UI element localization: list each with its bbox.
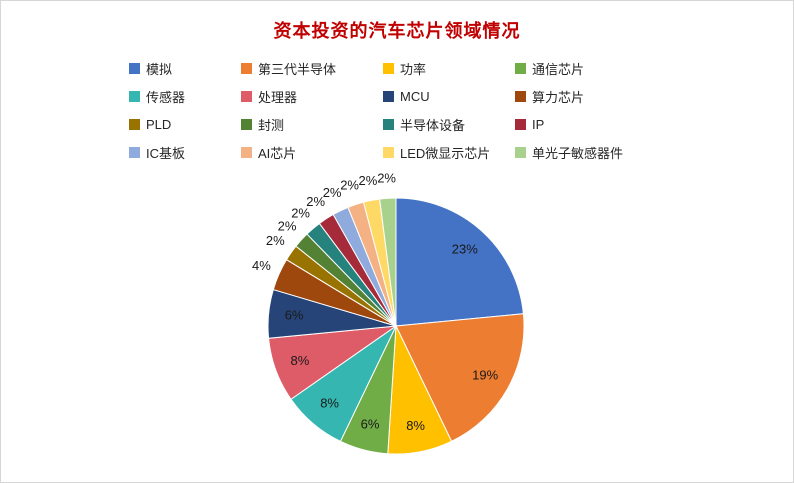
legend-item-5[interactable]: 传感器	[129, 87, 241, 106]
legend-label: 算力芯片	[532, 90, 585, 105]
pie-slice-2[interactable]	[395, 313, 525, 442]
legend-swatch	[129, 147, 140, 158]
legend-label: 半导体设备	[400, 118, 466, 133]
legend-label: 功率	[400, 62, 427, 77]
legend-item-2[interactable]: 第三代半导体	[241, 59, 383, 78]
slice-label-11: 2%	[291, 205, 310, 220]
legend-swatch	[383, 119, 394, 130]
legend-item-8[interactable]: 算力芯片	[515, 87, 665, 106]
legend-item-9[interactable]: PLD	[129, 115, 241, 134]
legend-label: MCU	[400, 89, 430, 104]
slice-label-15: 2%	[359, 173, 378, 188]
legend-swatch	[129, 119, 140, 130]
slice-label-10: 2%	[278, 218, 297, 233]
legend-label: PLD	[146, 117, 172, 132]
slice-label-9: 2%	[266, 233, 285, 248]
legend-label: AI芯片	[258, 146, 297, 161]
legend-label: IC基板	[146, 146, 186, 161]
legend-item-13[interactable]: IC基板	[129, 143, 241, 162]
legend-swatch	[241, 63, 252, 74]
legend-swatch	[515, 147, 526, 158]
legend-swatch	[241, 119, 252, 130]
legend-item-10[interactable]: 封测	[241, 115, 383, 134]
legend-label: LED微显示芯片	[400, 146, 491, 161]
legend-swatch	[515, 63, 526, 74]
legend-label: 处理器	[258, 90, 298, 105]
legend-label: IP	[532, 117, 545, 132]
legend-label: 单光子敏感器件	[532, 146, 624, 161]
legend-item-4[interactable]: 通信芯片	[515, 59, 665, 78]
legend-swatch	[383, 147, 394, 158]
legend-item-16[interactable]: 单光子敏感器件	[515, 143, 665, 162]
legend-swatch	[129, 63, 140, 74]
legend-item-15[interactable]: LED微显示芯片	[383, 143, 515, 162]
legend-swatch	[383, 63, 394, 74]
legend-item-12[interactable]: IP	[515, 115, 665, 134]
legend-item-14[interactable]: AI芯片	[241, 143, 383, 162]
legend-swatch	[241, 91, 252, 102]
legend-label: 模拟	[146, 62, 173, 77]
slice-label-13: 2%	[323, 185, 342, 200]
legend-item-3[interactable]: 功率	[383, 59, 515, 78]
legend-label: 封测	[258, 118, 285, 133]
legend-item-11[interactable]: 半导体设备	[383, 115, 515, 134]
legend-label: 传感器	[146, 90, 186, 105]
slice-label-8: 4%	[252, 258, 271, 273]
legend-swatch	[129, 91, 140, 102]
legend-swatch	[515, 119, 526, 130]
legend-swatch	[383, 91, 394, 102]
pie-slice-16[interactable]	[379, 197, 397, 327]
pie-slice-1[interactable]	[395, 197, 524, 327]
legend-label: 通信芯片	[532, 62, 585, 77]
slice-label-16: 2%	[377, 171, 396, 186]
legend-label: 第三代半导体	[258, 62, 337, 77]
legend-swatch	[515, 91, 526, 102]
legend-item-6[interactable]: 处理器	[241, 87, 383, 106]
chart-title[interactable]: 资本投资的汽车芯片领域情况	[273, 21, 521, 41]
chart-legend: 模拟 第三代半导体 功率 通信芯片传感器 处理器 MCU 算力芯片 PLD 封测 半导体设备 IP I…	[1, 59, 793, 162]
slice-label-12: 2%	[306, 194, 325, 209]
legend-item-7[interactable]: MCU	[383, 87, 515, 106]
slice-label-14: 2%	[340, 178, 359, 193]
legend-item-1[interactable]: 模拟	[129, 59, 241, 78]
legend-swatch	[241, 147, 252, 158]
